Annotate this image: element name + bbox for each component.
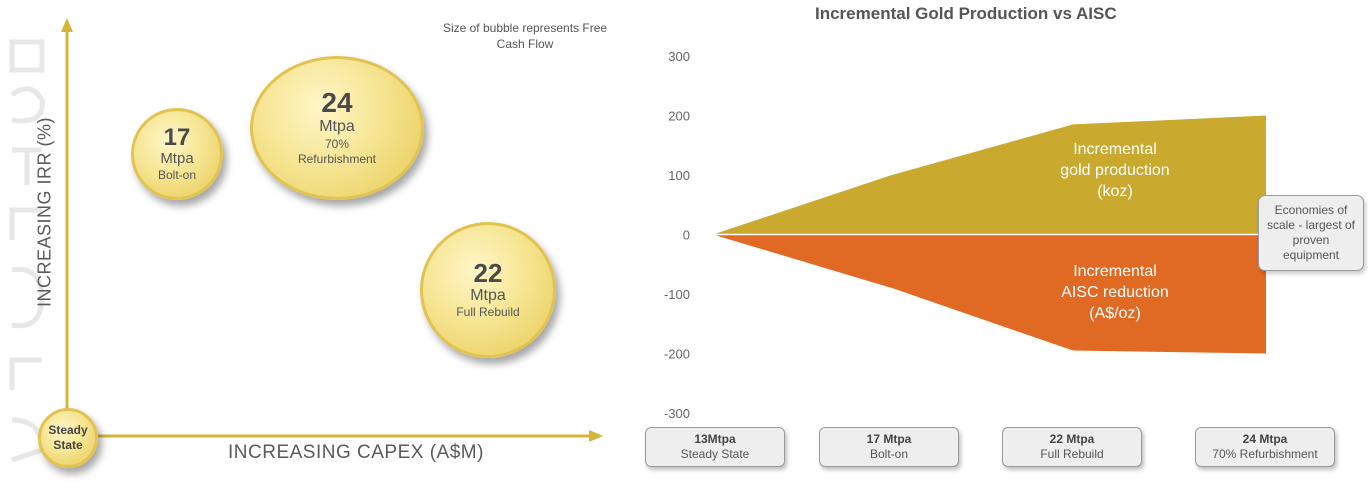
- bubble-unit: Mtpa: [470, 286, 506, 304]
- category-label: 24 Mtpa: [1242, 432, 1288, 446]
- area-chart: 300 200 100 0 -100 -200 -300 Incremental gold p…: [664, 49, 1266, 421]
- y-tick-label: -300: [664, 406, 690, 421]
- y-axis-label: INCREASING IRR (%): [34, 116, 55, 308]
- bubble-chart-panel: Size of bubble represents Free Cash Flow…: [0, 0, 620, 494]
- category-label: 22 Mtpa: [1049, 432, 1095, 446]
- category-label: 13Mtpa: [694, 432, 736, 446]
- steady-state-line2: State: [53, 438, 83, 452]
- bubble-unit: Mtpa: [160, 149, 194, 167]
- bubble-22-mtpa: 22 Mtpa Full Rebuild: [420, 222, 556, 358]
- watermark-graphic: [9, 39, 45, 463]
- economies-of-scale-callout: Economies of scale - largest of proven e…: [1258, 195, 1364, 271]
- y-axis-arrow: [61, 18, 73, 32]
- bubble-value: 24: [321, 87, 353, 119]
- y-tick-label: 100: [668, 168, 690, 183]
- category-label: 17 Mtpa: [866, 432, 912, 446]
- bubble-desc: Full Rebuild: [456, 305, 520, 320]
- gold-production-label: gold production: [1060, 162, 1169, 179]
- bubble-17-mtpa: 17 Mtpa Bolt-on: [131, 108, 223, 200]
- y-axis-ticks: 300 200 100 0 -100 -200 -300: [664, 49, 690, 421]
- bubble-chart-axes: [61, 18, 603, 442]
- category-box-13mtpa: 13Mtpa Steady State: [645, 427, 785, 467]
- bubble-unit: Mtpa: [319, 118, 355, 136]
- bubble-steady-state: Steady State: [38, 408, 98, 468]
- bubble-size-note: Size of bubble represents Free Cash Flow: [442, 21, 608, 51]
- aisc-reduction-label: Incremental: [1073, 263, 1157, 280]
- chart-title: Incremental Gold Production vs AISC: [815, 4, 1117, 23]
- bubble-value: 22: [473, 257, 503, 288]
- category-box-22mtpa: 22 Mtpa Full Rebuild: [1002, 427, 1142, 467]
- bubble-desc: 70% Refurbishment: [297, 136, 377, 166]
- gold-production-area: [713, 115, 1266, 235]
- bubble-value: 17: [163, 123, 191, 151]
- category-sublabel: Bolt-on: [869, 447, 909, 461]
- aisc-reduction-label: AISC reduction: [1061, 284, 1169, 301]
- gold-production-label: Incremental: [1073, 141, 1157, 158]
- gold-production-label: (koz): [1097, 183, 1133, 200]
- category-box-17mtpa: 17 Mtpa Bolt-on: [819, 427, 959, 467]
- category-sublabel: 70% Refurbishment: [1212, 447, 1318, 461]
- aisc-reduction-area: [713, 234, 1266, 354]
- y-tick-label: 0: [683, 228, 690, 243]
- y-tick-label: 300: [668, 49, 690, 64]
- category-box-24mtpa: 24 Mtpa 70% Refurbishment: [1195, 427, 1335, 467]
- y-tick-label: -200: [664, 347, 690, 362]
- bubble-desc: Bolt-on: [157, 167, 197, 182]
- aisc-reduction-label: (A$/oz): [1089, 305, 1141, 322]
- area-labels: Incremental gold production (koz) Increment…: [1060, 141, 1169, 322]
- bubble-24-mtpa: 24 Mtpa 70% Refurbishment: [250, 56, 424, 200]
- category-sublabel: Full Rebuild: [1040, 447, 1104, 461]
- area-series: [713, 115, 1266, 354]
- x-axis-arrow: [589, 430, 603, 442]
- steady-state-line1: Steady: [48, 423, 88, 437]
- y-tick-label: -100: [664, 287, 690, 302]
- x-axis-label: INCREASING CAPEX (A$M): [228, 442, 484, 463]
- category-sublabel: Steady State: [680, 447, 750, 461]
- y-tick-label: 200: [668, 109, 690, 124]
